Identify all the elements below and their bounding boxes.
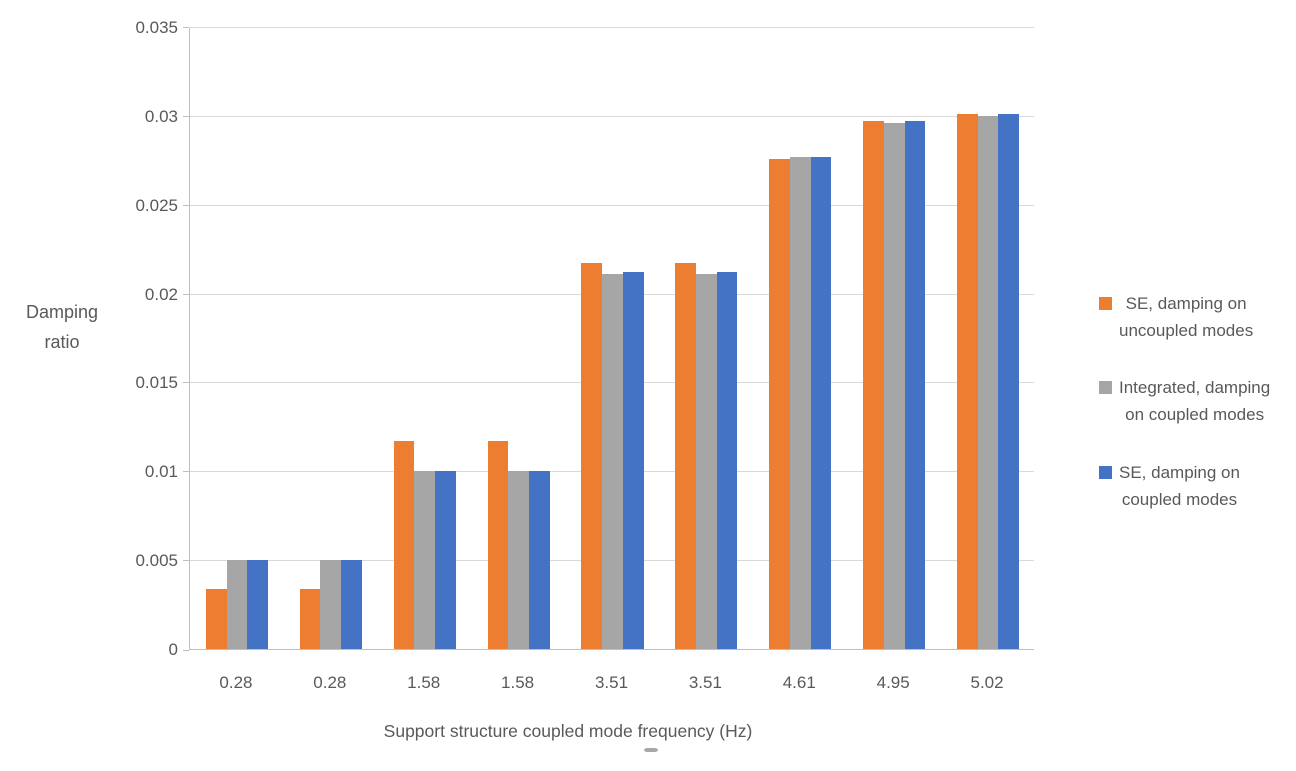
bar-series3-group8 [904, 121, 926, 649]
bar-series2-group3 [414, 471, 436, 649]
y-axis-title: Damping ratio [10, 297, 114, 357]
gridline-0.035 [190, 27, 1034, 28]
y-axis-title-line1: Damping [25, 302, 99, 322]
x-tick-label-group8: 4.95 [876, 673, 910, 692]
bar-series2-group2 [320, 560, 342, 649]
bar-series1-group3 [393, 441, 415, 649]
legend-item-1: SE, damping on uncoupled modes [1099, 290, 1253, 344]
y-tick-label-0.01: 0.01 [144, 462, 178, 482]
bar-series3-group4 [528, 471, 550, 649]
bar-series3-group3 [435, 471, 456, 649]
y-tick-mark-0.005 [183, 560, 189, 562]
bar-series3-group6 [716, 272, 738, 649]
bar-series1-group4 [487, 441, 509, 649]
x-tick-label-group3: 1.58 [407, 673, 441, 692]
plot-area [183, 27, 1034, 651]
bar-series2-group6 [696, 274, 717, 649]
y-tick-label-0.03: 0.03 [144, 106, 178, 126]
bar-series1-group7 [769, 158, 790, 649]
bar-series3-group5 [622, 272, 644, 649]
bar-series2-group4 [508, 471, 529, 649]
y-tick-mark-0.03 [183, 115, 189, 117]
legend-swatch-icon [1099, 466, 1112, 479]
bar-series2-group9 [977, 115, 999, 649]
bar-series1-group6 [675, 263, 697, 649]
x-tick-label-group5: 3.51 [594, 673, 629, 692]
legend-item-2: Integrated, damping on coupled modes [1099, 374, 1270, 428]
y-tick-mark-0.015 [183, 382, 189, 384]
y-tick-label-0.02: 0.02 [144, 284, 178, 304]
legend-label: Integrated, damping on coupled modes [1119, 378, 1271, 424]
legend-swatch-icon [1099, 381, 1112, 394]
bar-series2-group7 [789, 156, 811, 649]
y-tick-label-0.025: 0.025 [135, 195, 178, 215]
y-tick-mark-0.025 [183, 204, 189, 206]
legend-label: SE, damping on coupled modes [1119, 463, 1240, 509]
gridline-0.03 [190, 115, 1034, 117]
x-tick-label-group6: 3.51 [688, 673, 722, 692]
legend-label: SE, damping on uncoupled modes [1119, 294, 1254, 340]
y-tick-label-0.015: 0.015 [135, 373, 178, 393]
x-tick-label-group4: 1.58 [501, 673, 535, 692]
cropped-text-artifact [644, 748, 658, 752]
bar-series2-group1 [226, 560, 248, 649]
y-tick-mark-0.01 [183, 471, 189, 473]
y-tick-mark-0.02 [183, 293, 189, 295]
y-tick-label-0.005: 0.005 [135, 551, 178, 571]
bar-series2-group8 [883, 122, 905, 649]
x-tick-label-group7: 4.61 [782, 673, 816, 692]
y-tick-mark-0 [183, 650, 189, 651]
bar-series3-group7 [810, 156, 832, 649]
y-tick-mark-0.035 [183, 27, 189, 28]
x-axis-title: Support structure coupled mode frequency… [383, 721, 753, 741]
x-tick-label-group1: 0.28 [219, 673, 253, 692]
x-tick-label-group9: 5.02 [970, 673, 1004, 692]
bar-series1-group1 [205, 588, 227, 649]
bar-series3-group1 [247, 560, 268, 649]
bar-series3-group2 [341, 560, 362, 649]
legend-swatch-icon [1099, 297, 1112, 310]
bar-series1-group8 [863, 121, 884, 649]
bar-series2-group5 [602, 274, 623, 649]
bar-series1-group2 [299, 588, 321, 649]
y-tick-label-0: 0 [168, 640, 178, 659]
bar-series1-group5 [581, 263, 603, 649]
y-tick-label-0.035: 0.035 [135, 18, 178, 37]
bar-series1-group9 [957, 114, 978, 649]
y-axis-title-line2: ratio [44, 332, 80, 352]
x-tick-label-group2: 0.28 [313, 673, 347, 692]
gridline-0.025 [190, 204, 1034, 206]
legend-item-3: SE, damping on coupled modes [1099, 459, 1240, 513]
bar-series3-group9 [998, 114, 1020, 649]
